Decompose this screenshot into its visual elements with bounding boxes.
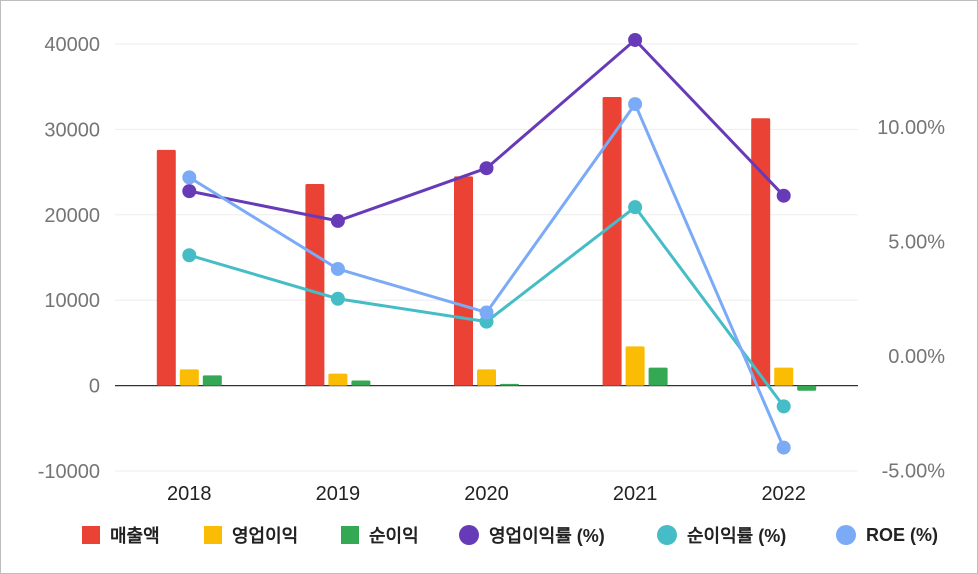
bar-0-2018	[156, 149, 176, 386]
legend-item[interactable]: 순이익	[341, 520, 419, 550]
bar-1-2019	[328, 373, 348, 386]
bar-2-2018	[202, 375, 222, 386]
legend-item[interactable]: 영업이익	[204, 520, 298, 550]
y-right-tick-label: 10.00%	[877, 117, 945, 139]
legend-swatch	[459, 525, 479, 545]
y-left-tick-label: 0	[89, 376, 100, 398]
legend-item[interactable]: 매출액	[82, 520, 160, 550]
point-0-2020	[479, 161, 494, 176]
legend-label: 순이익	[369, 526, 419, 546]
line-series-2	[188, 102, 786, 449]
x-tick-label: 2022	[761, 483, 806, 505]
legend-swatch	[204, 526, 222, 544]
bar-2-2020	[500, 383, 519, 386]
bar-0-2022	[751, 118, 771, 386]
y-left-tick-label: 30000	[44, 119, 100, 141]
bar-0-2019	[305, 184, 325, 386]
legend-label: 영업이익률 (%)	[489, 526, 605, 546]
y-left-tick-label: 20000	[44, 205, 100, 227]
right-axis-ticks: 10.00% 5.00% 0.00% -5.00%	[877, 117, 945, 483]
legend-label: 매출액	[110, 526, 160, 546]
x-tick-label: 2019	[316, 483, 361, 505]
y-right-tick-label: -5.00%	[882, 461, 946, 483]
bar-series	[156, 96, 817, 391]
point-0-2022	[776, 188, 791, 203]
gridlines	[115, 43, 858, 472]
line-series-0	[189, 38, 785, 223]
point-1-2022	[776, 399, 791, 414]
point-1-2021	[628, 200, 643, 215]
y-right-tick-label: 0.00%	[888, 346, 945, 368]
y-left-tick-label: 40000	[44, 34, 100, 56]
bar-0-2020	[454, 176, 473, 386]
legend-swatch	[82, 526, 100, 544]
legend-label: ROE (%)	[866, 524, 938, 545]
point-1-2018	[182, 248, 197, 263]
bar-2-2022	[797, 385, 817, 391]
x-tick-label: 2021	[613, 483, 658, 505]
bar-2-2021	[648, 367, 668, 386]
point-0-2019	[330, 213, 345, 228]
legend-item[interactable]: 순이익률 (%)	[657, 520, 786, 550]
y-right-tick-label: 5.00%	[888, 232, 945, 254]
point-2-2018	[182, 170, 197, 185]
x-axis-ticks: 2018 2019 2020 2021 2022	[167, 483, 806, 505]
bar-2-2019	[351, 380, 371, 386]
bar-1-2022	[774, 367, 794, 386]
bar-0-2021	[602, 96, 622, 386]
legend-item[interactable]: ROE (%)	[836, 520, 938, 550]
legend-label: 순이익률 (%)	[687, 526, 787, 546]
y-left-tick-label: -10000	[38, 461, 100, 483]
point-2-2022	[776, 440, 791, 455]
legend-swatch	[836, 525, 856, 545]
legend-item[interactable]: 영업이익률 (%)	[459, 520, 605, 550]
bar-1-2018	[179, 369, 199, 386]
y-left-tick-label: 10000	[44, 290, 100, 312]
legend-swatch	[657, 525, 677, 545]
point-1-2019	[330, 291, 345, 306]
point-0-2021	[628, 32, 643, 47]
legend-label: 영업이익	[232, 526, 299, 546]
bar-1-2020	[477, 369, 496, 386]
x-tick-label: 2018	[167, 483, 212, 505]
legend: 매출액 영업이익 순이익 영업이익률 (%) 순이익률 (%) ROE (%)	[0, 520, 978, 550]
left-axis-ticks: 40000 30000 20000 10000 0 -10000	[38, 34, 100, 483]
bar-1-2021	[625, 346, 645, 386]
point-0-2018	[182, 184, 197, 199]
line-series	[182, 32, 791, 455]
point-2-2021	[628, 97, 643, 112]
legend-swatch	[341, 526, 359, 544]
point-2-2020	[479, 305, 494, 320]
point-2-2019	[330, 261, 345, 276]
x-tick-label: 2020	[464, 483, 509, 505]
